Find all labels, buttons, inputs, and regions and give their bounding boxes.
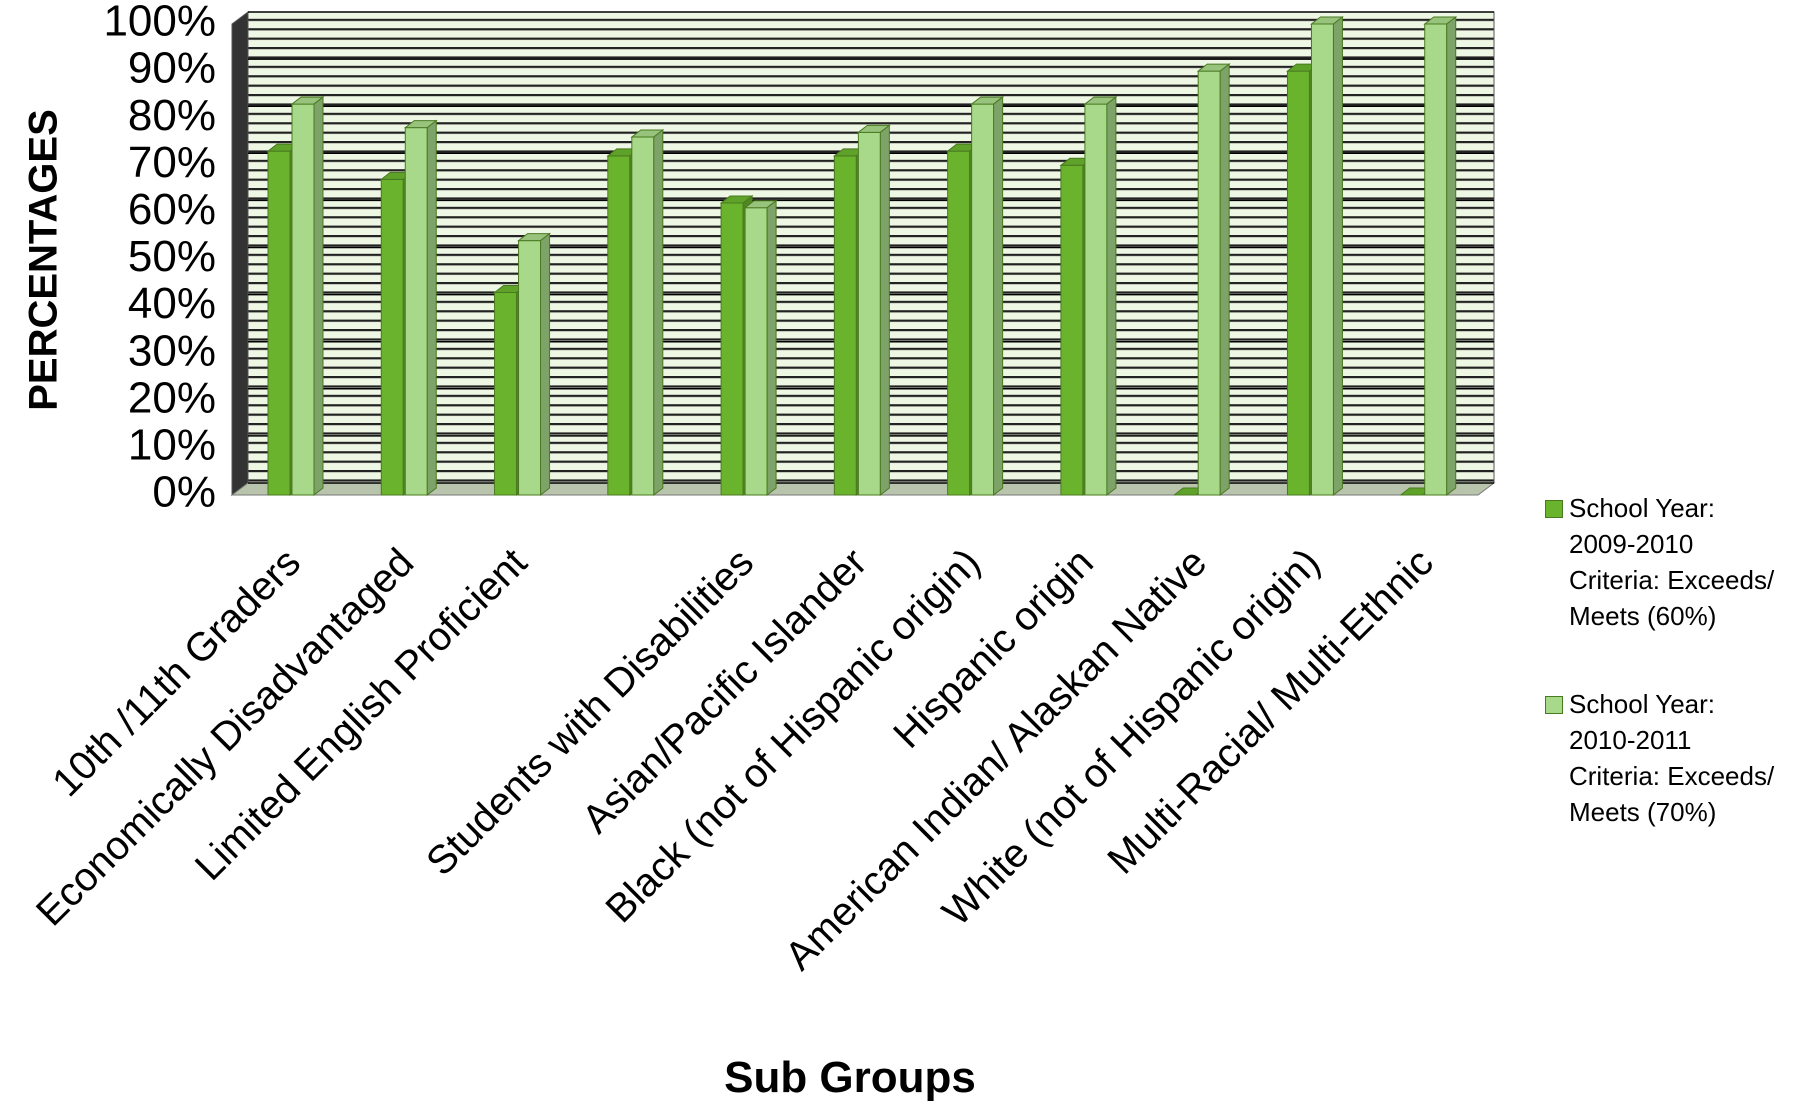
bar	[631, 136, 655, 496]
legend-swatch	[1545, 500, 1563, 518]
bar	[1084, 103, 1108, 496]
bar	[1060, 164, 1084, 496]
bar-side	[1332, 15, 1343, 497]
bar	[404, 127, 428, 496]
bar-side	[993, 96, 1004, 497]
legend: School Year: 2009-2010 Criteria: Exceeds…	[1545, 490, 1785, 882]
bar	[1286, 70, 1310, 496]
y-tick-label: 80%	[128, 91, 216, 140]
bar	[291, 103, 315, 496]
bar-side	[1219, 63, 1230, 497]
bar-side	[426, 119, 437, 497]
y-tick-label: 40%	[128, 279, 216, 328]
x-tick-label: Hispanic origin	[885, 540, 1102, 757]
bar-side	[1446, 15, 1457, 497]
y-tick-label: 30%	[128, 326, 216, 375]
bar	[267, 150, 291, 496]
bar	[971, 103, 995, 496]
side-wall	[231, 11, 249, 496]
y-tick-label: 50%	[128, 232, 216, 281]
bar-side	[653, 129, 664, 497]
bar	[494, 291, 518, 496]
bar	[857, 131, 881, 496]
y-tick-label: 90%	[128, 44, 216, 93]
y-tick-label: 100%	[103, 0, 216, 46]
y-tick-label: 70%	[128, 138, 216, 187]
bar	[833, 155, 857, 496]
bar-side	[879, 124, 890, 497]
bar-side	[1106, 96, 1117, 497]
legend-swatch	[1545, 696, 1563, 714]
bar	[720, 202, 744, 496]
legend-label: School Year: 2010-2011 Criteria: Exceeds…	[1569, 689, 1775, 827]
bar	[607, 155, 631, 496]
y-tick-label: 10%	[128, 421, 216, 470]
bar	[1310, 23, 1334, 496]
bar-side	[766, 199, 777, 497]
y-tick-label: 20%	[128, 373, 216, 422]
legend-label: School Year: 2009-2010 Criteria: Exceeds…	[1569, 493, 1775, 631]
bar	[518, 240, 542, 496]
x-axis-title: Sub Groups	[724, 1053, 976, 1102]
legend-item: School Year: 2010-2011 Criteria: Exceeds…	[1545, 686, 1785, 830]
y-tick-label: 0%	[152, 468, 216, 517]
bar-side	[540, 232, 551, 497]
y-tick-label: 60%	[128, 185, 216, 234]
y-axis-title: PERCENTAGES	[22, 109, 66, 411]
legend-item: School Year: 2009-2010 Criteria: Exceeds…	[1545, 490, 1785, 634]
bar	[380, 178, 404, 496]
bar	[947, 150, 971, 496]
bar-side	[313, 96, 324, 497]
bar	[1424, 23, 1448, 496]
bar	[744, 207, 768, 496]
x-tick-label: American Indian/ Alaskan Native	[777, 540, 1215, 978]
bar	[1197, 70, 1221, 496]
